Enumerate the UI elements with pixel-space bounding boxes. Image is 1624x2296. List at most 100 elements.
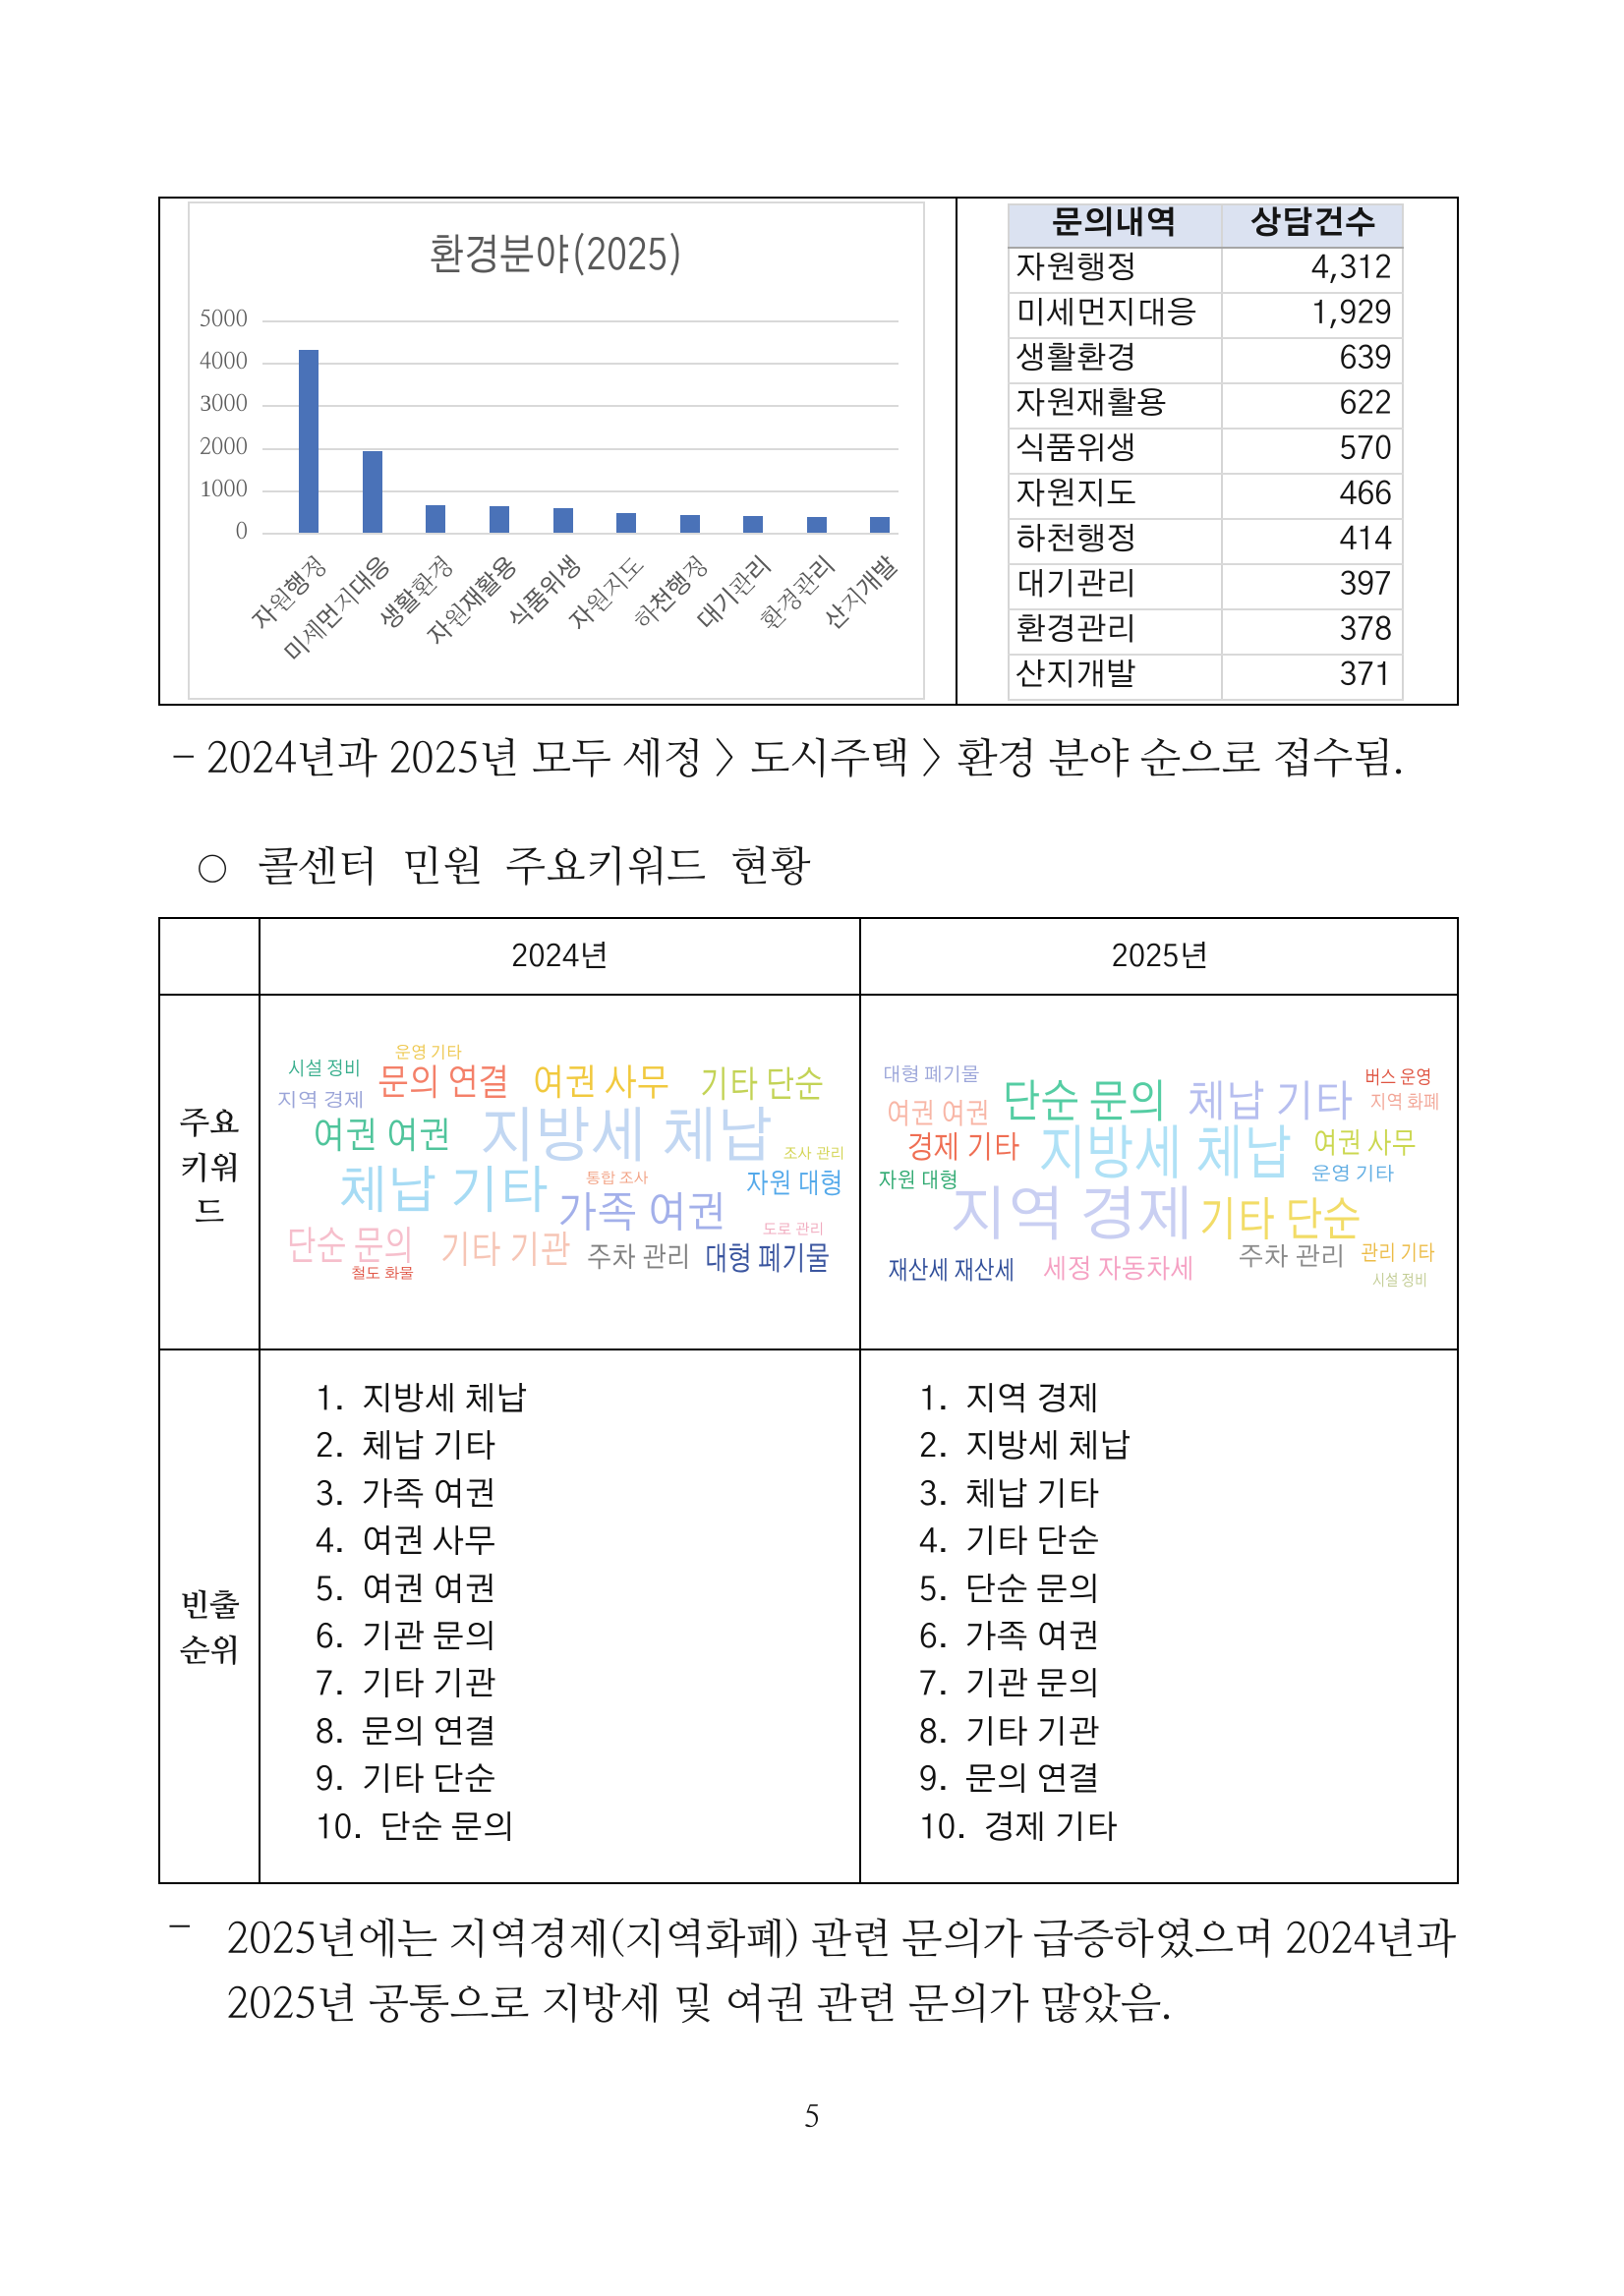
consult-count: 4,312 bbox=[1310, 253, 1392, 285]
cloud-word: 지방세 체납 bbox=[479, 1106, 774, 1169]
consult-category: 대기관리 bbox=[1015, 569, 1136, 602]
table-border bbox=[859, 917, 861, 1884]
table-border bbox=[1008, 294, 1010, 337]
table-border bbox=[1008, 205, 1010, 247]
rank-item: 9. 문의 연결 bbox=[919, 1763, 1100, 1798]
cloud-word: 가족 여권 bbox=[557, 1192, 726, 1236]
row-label-rank: 빈출 순위 bbox=[160, 1585, 259, 1675]
cloud-word: 도로 관리 bbox=[763, 1223, 824, 1238]
cloud-word: 지방세 체납 bbox=[1037, 1125, 1293, 1186]
chart-ytick-label: 3000 bbox=[200, 393, 248, 417]
cloud-word: 체납 기타 bbox=[1187, 1081, 1354, 1126]
consult-count: 397 bbox=[1339, 569, 1392, 602]
consult-category: 자원지도 bbox=[1015, 479, 1136, 511]
bullet-marker: - bbox=[166, 1909, 194, 1951]
consult-category: 하천행정 bbox=[1015, 524, 1136, 556]
table-border bbox=[1008, 656, 1010, 699]
consult-table-row: 자원행정 4,312 bbox=[1008, 249, 1404, 294]
rank-item: 3. 가족 여권 bbox=[316, 1477, 496, 1512]
wordcloud-2025: 대형 폐기물 버스 운영 지역 화폐 여권 여권 단순 문의 체납 기타 경제 기타 지방세 … bbox=[860, 996, 1459, 1349]
chart-bar bbox=[870, 517, 891, 533]
bullet2-line2: 2025년 공통으로 지방세 및 여권 관련 문의가 많았음. bbox=[226, 1984, 1173, 2027]
consult-category: 식품위생 bbox=[1015, 433, 1136, 466]
consult-table-row: 자원지도 466 bbox=[1008, 475, 1404, 520]
bullet-text: 2024년과 2025년 모두 세정 > 도시주택 > 환경 분야 순으로 접수… bbox=[205, 739, 1405, 781]
rank-item: 5. 단순 문의 bbox=[919, 1573, 1100, 1607]
consult-table-row: 산지개발 371 bbox=[1008, 656, 1404, 701]
cloud-word: 주차 관리 bbox=[1239, 1244, 1345, 1271]
cloud-word: 운영 기타 bbox=[395, 1045, 462, 1062]
consult-count: 371 bbox=[1339, 660, 1392, 692]
cloud-word: 세정 자동차세 bbox=[1043, 1256, 1194, 1285]
table-border bbox=[1402, 565, 1404, 608]
table-border bbox=[1402, 656, 1404, 699]
page-number: 5 bbox=[803, 2103, 821, 2134]
bullet-marker: - bbox=[170, 739, 198, 781]
row-label-keywords: 주요 키워 드 bbox=[160, 1103, 259, 1237]
consult-header-count: 상담건수 bbox=[1250, 208, 1376, 241]
chart-ytick-label: 4000 bbox=[199, 351, 248, 374]
table-border bbox=[1402, 294, 1404, 337]
consult-count: 414 bbox=[1339, 524, 1392, 556]
cloud-word: 지역 경제 bbox=[949, 1186, 1194, 1247]
consult-table-row: 대기관리 397 bbox=[1008, 565, 1404, 610]
consult-table-row: 자원재활용 622 bbox=[1008, 384, 1404, 430]
cloud-word: 지역 경제 bbox=[276, 1090, 365, 1111]
chart-bar bbox=[490, 506, 509, 533]
cloud-word: 주차 관리 bbox=[587, 1243, 691, 1273]
table-border bbox=[1008, 249, 1010, 292]
table-border bbox=[1008, 339, 1010, 382]
chart-gridline bbox=[262, 320, 899, 322]
table-border bbox=[1008, 475, 1010, 518]
table-border bbox=[158, 1349, 1459, 1350]
table-border bbox=[158, 994, 1459, 996]
consult-table-row: 식품위생 570 bbox=[1008, 430, 1404, 475]
table-border bbox=[1402, 384, 1404, 428]
consult-count: 622 bbox=[1339, 388, 1392, 421]
rank-item: 2. 체납 기타 bbox=[316, 1430, 496, 1464]
rank-item: 10. 단순 문의 bbox=[316, 1810, 515, 1845]
cloud-word: 조사 관리 bbox=[783, 1147, 844, 1163]
cloud-word: 체납 기타 bbox=[337, 1166, 550, 1219]
table-border bbox=[1008, 565, 1010, 608]
chart-bar bbox=[743, 515, 764, 533]
table-border bbox=[1008, 384, 1010, 428]
table-border bbox=[1402, 610, 1404, 654]
cloud-word: 시설 정비 bbox=[288, 1059, 361, 1079]
rank-item: 6. 기관 문의 bbox=[316, 1621, 496, 1655]
rank-item: 2. 지방세 체납 bbox=[919, 1430, 1131, 1464]
rank-item: 3. 체납 기타 bbox=[919, 1477, 1100, 1512]
cloud-word: 여권 사무 bbox=[531, 1065, 670, 1104]
cloud-word: 철도 화물 bbox=[351, 1267, 414, 1283]
keyword-table: 2024년 2025년 주요 키워 드 빈출 순위 운영 기타 시설 정비 지역 경제 문의… bbox=[158, 917, 1459, 1884]
column-header-2024: 2024년 bbox=[511, 943, 609, 973]
row-label-line: 드 bbox=[194, 1198, 225, 1230]
rank-item: 7. 기관 문의 bbox=[919, 1668, 1100, 1702]
cloud-word: 버스 운영 bbox=[1364, 1067, 1431, 1088]
wordcloud-2024: 운영 기타 시설 정비 지역 경제 문의 연결 여권 사무 기타 단순 여권 여권 지방세 체… bbox=[261, 996, 859, 1349]
consult-count: 639 bbox=[1339, 343, 1392, 375]
rank-item: 1. 지방세 체납 bbox=[316, 1383, 528, 1416]
cloud-word: 단순 문의 bbox=[1002, 1079, 1167, 1127]
cloud-word: 시설 정비 bbox=[1372, 1273, 1427, 1290]
table-border bbox=[1402, 205, 1404, 247]
table-border bbox=[259, 917, 261, 1884]
consult-table-row: 미세먼지대응 1,929 bbox=[1008, 294, 1404, 339]
chart-bar bbox=[362, 450, 382, 533]
table-border bbox=[1008, 610, 1010, 654]
cloud-word: 운영 기타 bbox=[1310, 1164, 1395, 1184]
table-border bbox=[1008, 430, 1010, 473]
cloud-word: 대형 폐기물 bbox=[882, 1064, 980, 1085]
chart-gridline bbox=[262, 447, 899, 450]
cloud-word: 기타 단순 bbox=[1198, 1196, 1362, 1245]
consult-table-header-row: 문의내역 상담건수 bbox=[1008, 203, 1404, 249]
chart-gridline bbox=[262, 489, 899, 492]
consult-category: 자원행정 bbox=[1015, 253, 1136, 285]
rank-item: 8. 문의 연결 bbox=[316, 1715, 496, 1750]
section-marker-circle: ○ bbox=[197, 854, 229, 888]
rank-item: 1. 지역 경제 bbox=[919, 1383, 1100, 1416]
rank-item: 9. 기타 단순 bbox=[316, 1763, 496, 1798]
chart-bar bbox=[426, 505, 446, 533]
cloud-word: 여권 여권 bbox=[886, 1101, 990, 1131]
